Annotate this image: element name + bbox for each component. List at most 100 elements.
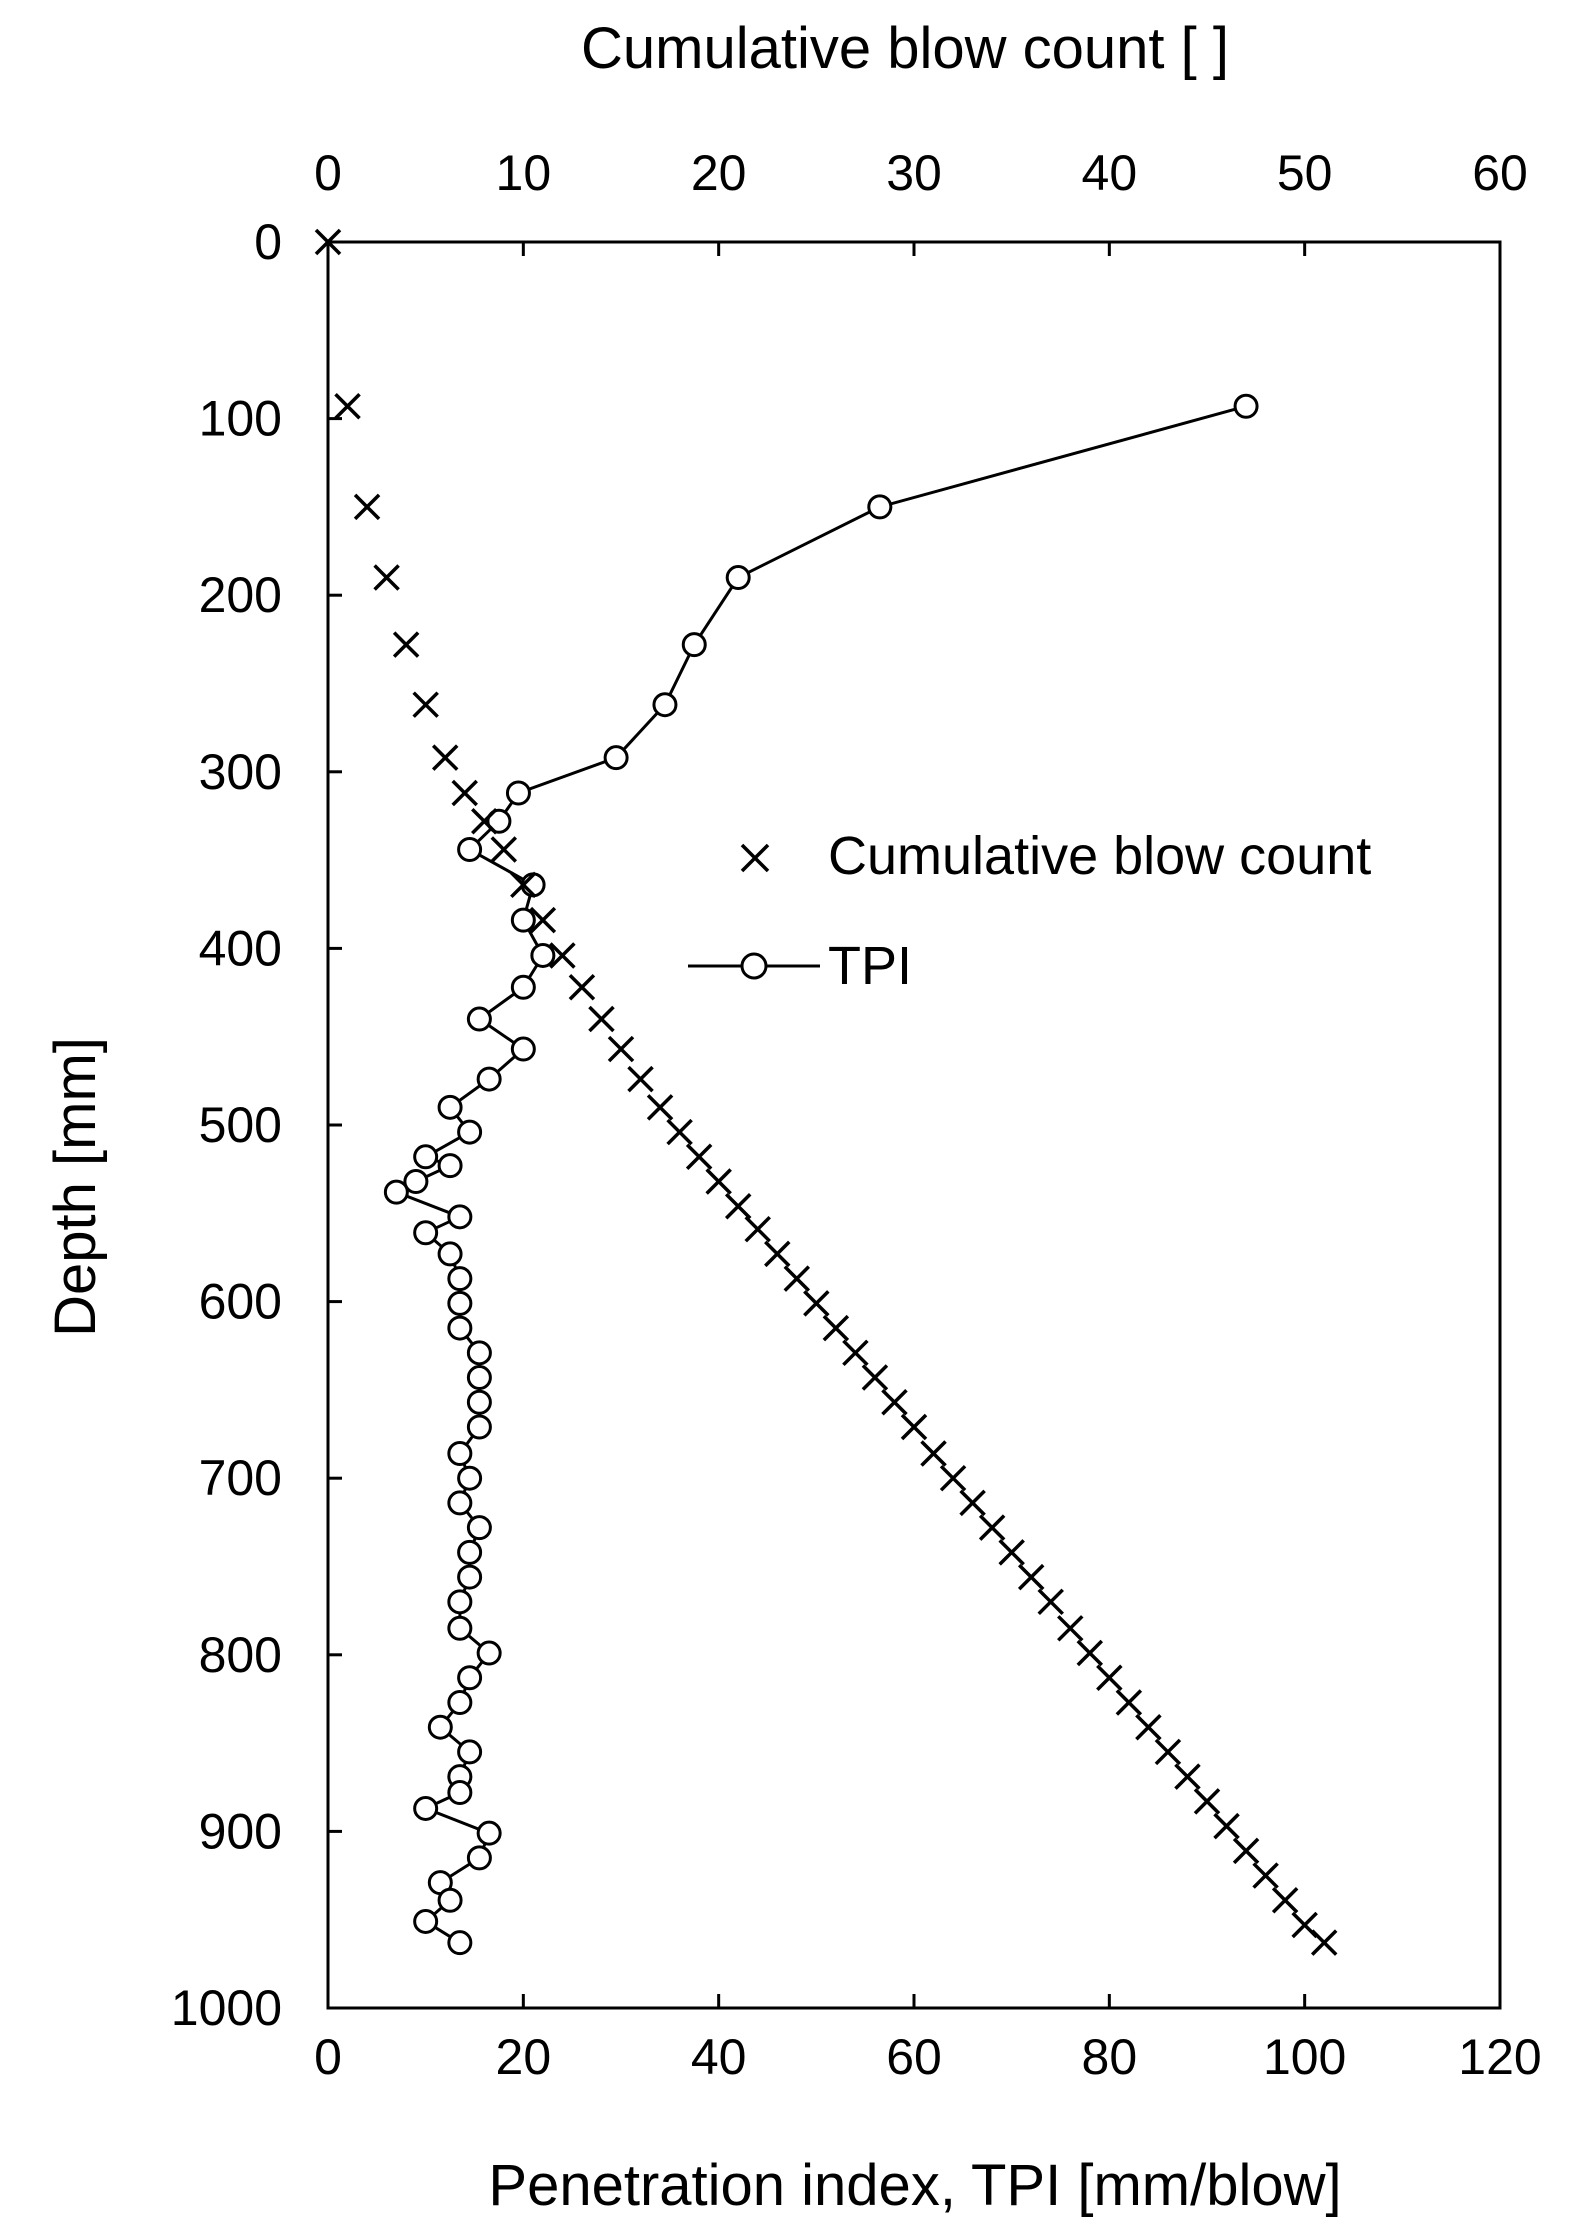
legend-label-tpi: TPI [828, 936, 912, 996]
tpi-marker [652, 692, 678, 718]
x-top-tick-label: 30 [886, 145, 942, 201]
tpi-marker [447, 1315, 473, 1341]
y-tick-label: 0 [254, 214, 282, 270]
blow-count-marker [529, 906, 557, 934]
blow-count-marker [666, 1118, 693, 1146]
tpi-marker [447, 1490, 473, 1516]
x-top-tick-label: 60 [1472, 145, 1528, 201]
blow-count-marker [510, 871, 537, 899]
tpi-marker [457, 1539, 483, 1565]
tpi-marker [681, 632, 707, 658]
tpi-marker [457, 1119, 483, 1145]
x-top-tick-label: 0 [314, 145, 342, 201]
tpi-marker [413, 1908, 439, 1934]
x-bottom-tick-label: 120 [1458, 2029, 1541, 2085]
blow-count-marker [842, 1339, 869, 1367]
legend: Cumulative blow count TPI [688, 826, 1371, 996]
tpi-marker [437, 1094, 463, 1120]
tpi-marker [427, 1714, 453, 1740]
tpi-marker [466, 1365, 492, 1391]
blow-count-marker [1271, 1887, 1299, 1914]
tpi-marker [457, 1564, 483, 1590]
blow-count-marker [978, 1514, 1006, 1541]
tpi-marker [725, 565, 751, 591]
blow-count-marker [490, 836, 518, 863]
y-tick-label: 100 [199, 391, 282, 447]
blow-count-marker [1017, 1563, 1045, 1591]
y-tick-label: 300 [199, 744, 282, 800]
y-tick-label: 900 [199, 1803, 282, 1859]
blow-count-marker [783, 1265, 811, 1292]
tpi-marker [466, 1340, 492, 1366]
x-bottom-tick-label: 60 [886, 2029, 942, 2085]
x-bottom-tick-label: 20 [496, 2029, 552, 2085]
y-tick-label: 500 [199, 1097, 282, 1153]
tpi-marker [476, 1640, 502, 1666]
tpi-marker [447, 1930, 473, 1956]
tpi-marker [476, 1066, 502, 1092]
tpi-marker [486, 808, 512, 834]
x-bottom-tick-label: 80 [1082, 2029, 1138, 2085]
legend-tpi-marker [688, 952, 820, 980]
blow-count-marker [549, 942, 576, 969]
legend-label-blow-count: Cumulative blow count [828, 826, 1371, 886]
tpi-marker [466, 1515, 492, 1541]
blow-count-marker [607, 1035, 635, 1063]
tpi-marker [437, 1241, 463, 1267]
tpi-marker [403, 1169, 429, 1195]
tpi-marker [447, 1440, 473, 1466]
blow-count-marker [646, 1094, 674, 1121]
y-tick-label: 700 [199, 1450, 282, 1506]
blow-count-marker [314, 228, 342, 256]
blow-count-marker [861, 1364, 889, 1391]
tpi-marker [447, 1615, 473, 1641]
blow-count-marker [1096, 1664, 1123, 1691]
x-top-tick-label: 20 [691, 145, 747, 201]
blow-count-marker [939, 1464, 967, 1492]
blow-count-marker [471, 808, 498, 835]
blow-count-marker [1213, 1812, 1240, 1840]
tpi-marker [437, 1153, 463, 1179]
x-top-tick-label: 50 [1277, 145, 1333, 201]
blow-count-marker [881, 1389, 908, 1416]
x-bottom-tick-label: 100 [1263, 2029, 1346, 2085]
blow-count-marker [764, 1240, 791, 1268]
tpi-marker [466, 1845, 492, 1871]
tpi-marker [510, 907, 536, 933]
x-top-tick-label: 40 [1082, 145, 1138, 201]
tpi-marker [466, 1006, 492, 1032]
blow-count-marker [373, 564, 400, 591]
tpi-marker [1233, 393, 1259, 419]
tpi-marker [413, 1220, 439, 1246]
y-tick-label: 400 [199, 920, 282, 976]
tpi-marker [447, 1204, 473, 1230]
tpi-marker [457, 1665, 483, 1691]
x-top-tick-label: 10 [496, 145, 552, 201]
blow-count-marker [1174, 1763, 1201, 1790]
blow-count-marker [412, 691, 439, 718]
tpi-marker [510, 974, 536, 1000]
tpi-marker [447, 1266, 473, 1292]
tpi-marker [447, 1689, 473, 1715]
legend-blow-marker [740, 843, 770, 873]
tpi-marker [603, 745, 629, 771]
legend-blow-x [740, 843, 770, 873]
blow-count-marker [705, 1168, 732, 1195]
blow-count-marker [920, 1440, 947, 1467]
blow-count-marker [1135, 1713, 1162, 1741]
blow-count-marker [803, 1290, 830, 1317]
blow-count-marker [1193, 1788, 1221, 1815]
tpi-marker [466, 1414, 492, 1440]
legend-tpi-circle [740, 952, 768, 980]
tpi-marker [457, 1465, 483, 1491]
blow-count-marker [1310, 1929, 1338, 1956]
tpi-marker [466, 1389, 492, 1415]
blow-count-marker [568, 974, 596, 1001]
y-tick-label: 800 [199, 1627, 282, 1683]
blow-count-marker [627, 1065, 654, 1093]
blow-count-marker [724, 1192, 752, 1220]
blow-count-marker [1154, 1738, 1182, 1766]
tpi-marker [505, 780, 531, 806]
